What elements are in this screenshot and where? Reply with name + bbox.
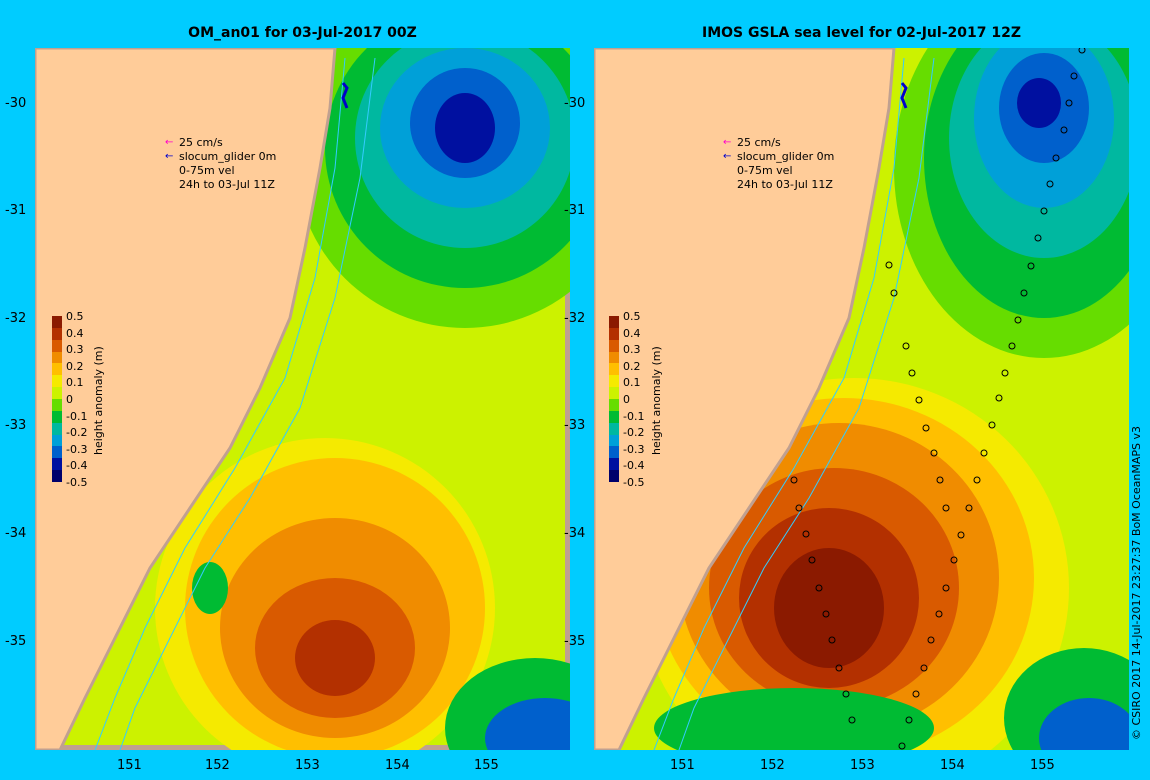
lat-tick-35-right: -35 xyxy=(564,634,586,649)
colorbar-tick: 0.3 xyxy=(623,343,641,357)
colorbar-label-right: height anomaly (m) xyxy=(650,346,663,455)
map-left xyxy=(35,48,570,750)
time-label-left: 24h to 03-Jul 11Z xyxy=(179,178,275,191)
colorbar-tick: 0.3 xyxy=(66,343,84,357)
colorbar-tick: -0.3 xyxy=(623,442,645,456)
colorbar-tick: -0.5 xyxy=(623,476,645,489)
colorbar-segment xyxy=(52,375,62,388)
colorbar-segment xyxy=(609,363,619,376)
lat-tick-34-left: -34 xyxy=(5,526,27,541)
colorbar-segment xyxy=(609,375,619,388)
colorbar-tick: 0.5 xyxy=(66,310,84,323)
lat-tick-32-right: -32 xyxy=(564,311,586,326)
colorbar-tick: 0.2 xyxy=(623,359,641,373)
lon-tick-155-right: 155 xyxy=(1030,758,1055,773)
colorbar-segment xyxy=(609,316,619,328)
glider-label-left: slocum_glider 0m xyxy=(179,150,277,163)
colorbar-segment xyxy=(52,446,62,459)
colorbar-segment xyxy=(52,316,62,328)
colorbar-segment xyxy=(52,434,62,447)
colorbar-right xyxy=(609,316,619,483)
glider-label-right: slocum_glider 0m xyxy=(737,150,835,163)
lon-tick-151-left: 151 xyxy=(117,758,142,773)
lat-tick-32-left: -32 xyxy=(5,311,27,326)
panel-title-right: IMOS GSLA sea level for 02-Jul-2017 12Z xyxy=(702,25,1021,41)
colorbar-tick: 0.2 xyxy=(66,359,84,373)
colorbar-segment xyxy=(609,422,619,435)
colorbar-segment xyxy=(52,387,62,400)
lat-tick-34-right: -34 xyxy=(564,526,586,541)
magenta-arrow-icon: ← xyxy=(165,137,174,148)
time-label-right: 24h to 03-Jul 11Z xyxy=(737,178,833,191)
colorbar-tick: -0.1 xyxy=(66,409,88,423)
colorbar-segment xyxy=(609,399,619,411)
scale-label-left: 25 cm/s xyxy=(179,136,223,149)
colorbar-tick: 0.4 xyxy=(66,326,84,340)
lat-tick-35-left: -35 xyxy=(5,634,27,649)
lon-tick-152-left: 152 xyxy=(205,758,230,773)
colorbar-tick: 0 xyxy=(66,393,73,406)
lon-tick-153-left: 153 xyxy=(295,758,320,773)
colorbar-segment xyxy=(52,363,62,376)
colorbar-label-left: height anomaly (m) xyxy=(92,346,105,455)
colorbar-segment xyxy=(52,327,62,340)
sea-level-map-right xyxy=(594,48,1129,750)
colorbar-tick: 0 xyxy=(623,393,630,406)
vector-legend-left: ← 25 cm/s ← slocum_glider 0m 0-75m vel 24h… xyxy=(165,136,276,192)
colorbar-segment xyxy=(609,458,619,471)
colorbar-segment xyxy=(609,446,619,459)
lon-tick-154-right: 154 xyxy=(940,758,965,773)
credit-text: © CSIRO 2017 14-Jul-2017 23:27:37 BoM Oc… xyxy=(1130,426,1143,740)
lon-tick-151-right: 151 xyxy=(670,758,695,773)
panel-title-left: OM_an01 for 03-Jul-2017 00Z xyxy=(188,25,417,41)
colorbar-segment xyxy=(609,351,619,364)
colorbar-segment xyxy=(52,470,62,483)
colorbar-tick: -0.4 xyxy=(623,459,645,473)
colorbar-tick: -0.5 xyxy=(66,476,88,489)
sea-level-map-left xyxy=(35,48,570,750)
colorbar-segment xyxy=(609,327,619,340)
magenta-arrow-icon: ← xyxy=(723,137,732,148)
vel-label-left: 0-75m vel xyxy=(179,164,235,177)
colorbar-segment xyxy=(609,387,619,400)
colorbar-segment xyxy=(609,339,619,352)
map-right xyxy=(594,48,1129,750)
blue-arrow-icon: ← xyxy=(723,151,732,162)
colorbar-tick: 0.1 xyxy=(66,376,84,390)
lon-tick-152-right: 152 xyxy=(760,758,785,773)
lat-tick-30-left: -30 xyxy=(5,96,27,111)
colorbar-segment xyxy=(52,422,62,435)
colorbar-tick: -0.2 xyxy=(623,426,645,440)
colorbar-tick: -0.3 xyxy=(66,442,88,456)
colorbar-left xyxy=(52,316,62,483)
lat-tick-31-left: -31 xyxy=(5,203,27,218)
colorbar-segment xyxy=(52,458,62,471)
colorbar-tick: -0.1 xyxy=(623,409,645,423)
lat-tick-33-left: -33 xyxy=(5,418,27,433)
lat-tick-31-right: -31 xyxy=(564,203,586,218)
colorbar-segment xyxy=(52,339,62,352)
colorbar-segment xyxy=(609,410,619,423)
lat-tick-30-right: -30 xyxy=(564,96,586,111)
colorbar-segment xyxy=(52,410,62,423)
colorbar-segment xyxy=(52,399,62,411)
lon-tick-153-right: 153 xyxy=(850,758,875,773)
colorbar-segment xyxy=(609,470,619,483)
colorbar-tick: 0.5 xyxy=(623,310,641,323)
colorbar-segment xyxy=(609,434,619,447)
scale-label-right: 25 cm/s xyxy=(737,136,781,149)
colorbar-tick: 0.4 xyxy=(623,326,641,340)
vector-legend-right: ← 25 cm/s ← slocum_glider 0m 0-75m vel 24h… xyxy=(723,136,834,192)
lon-tick-154-left: 154 xyxy=(385,758,410,773)
colorbar-tick: -0.2 xyxy=(66,426,88,440)
colorbar-segment xyxy=(52,351,62,364)
vel-label-right: 0-75m vel xyxy=(737,164,793,177)
lat-tick-33-right: -33 xyxy=(564,418,586,433)
blue-arrow-icon: ← xyxy=(165,151,174,162)
colorbar-tick: 0.1 xyxy=(623,376,641,390)
lon-tick-155-left: 155 xyxy=(474,758,499,773)
colorbar-tick: -0.4 xyxy=(66,459,88,473)
